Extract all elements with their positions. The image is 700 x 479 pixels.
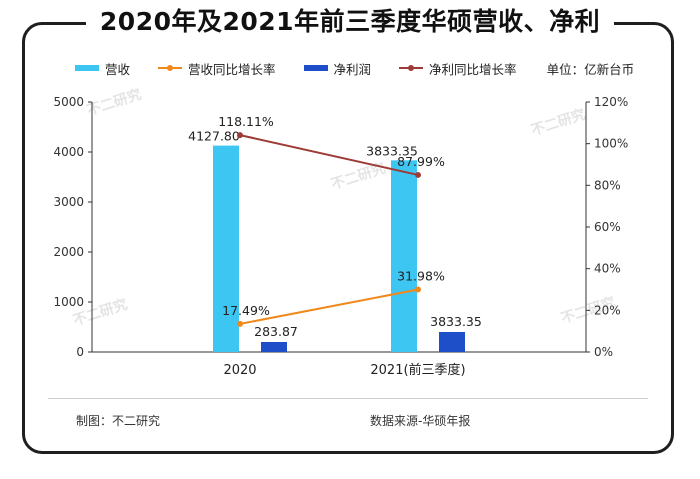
y-tick-label-left: 2000 (53, 245, 84, 259)
source-text: 数据来源-华硕年报 (370, 414, 471, 428)
y-tick-label-right: 0% (594, 345, 613, 359)
legend-item-revenue-growth: 营收同比增长率 (158, 59, 276, 78)
bar-revenue (391, 160, 417, 352)
unit-label: 单位：亿新台币 (546, 61, 635, 77)
data-label-net-profit-growth: 87.99% (397, 154, 445, 169)
y-tick-label-left: 5000 (53, 95, 84, 109)
footer-divider (48, 398, 648, 399)
x-tick-label: 2020 (223, 363, 256, 378)
legend-swatch-revenue-growth (158, 64, 183, 71)
y-tick-label-right: 60% (594, 220, 621, 234)
y-tick-label-left: 3000 (53, 195, 84, 209)
y-tick-label-right: 100% (594, 137, 628, 151)
line-net-profit-growth (239, 134, 419, 176)
data-label-net-profit-growth: 118.11% (218, 114, 274, 129)
y-tick-label-right: 40% (594, 262, 621, 276)
data-label-revenue: 4127.80 (188, 129, 240, 144)
x-tick-label: 2021(前三季度) (370, 362, 465, 378)
point-net-profit-growth (237, 132, 243, 139)
chart-frame (22, 22, 674, 454)
data-label-net-profit: 3833.35 (430, 314, 482, 329)
bar-net-profit (261, 342, 287, 352)
data-label-revenue: 3833.35 (366, 143, 418, 158)
chart-title: 2020年及2021年前三季度华硕营收、净利 (85, 0, 615, 44)
bar-net-profit (439, 332, 465, 352)
legend-swatch-revenue (75, 65, 99, 71)
legend-label-net-profit: 净利润 (333, 61, 372, 77)
legend: 营收 营收同比增长率 净利润 净利同比增长率 单位：亿新台币 (75, 58, 635, 78)
line-revenue-growth (239, 288, 419, 325)
credit-text: 制图：不二研究 (76, 414, 161, 428)
legend-swatch-net-profit-growth (399, 64, 424, 71)
data-label-net-profit: 283.87 (254, 324, 298, 339)
bar-revenue (213, 145, 239, 352)
legend-item-net-profit-growth: 净利同比增长率 (399, 59, 517, 78)
legend-label-revenue: 营收 (105, 61, 131, 77)
title-box: 2020年及2021年前三季度华硕营收、净利 (0, 0, 700, 44)
y-tick-label-left: 4000 (53, 145, 84, 159)
data-label-revenue-growth: 31.98% (397, 269, 445, 284)
combo-chart: 0 1000 2000 3000 4000 5000 0% 20% 40% 60% 80% 100% 1… (53, 95, 628, 378)
legend-label-revenue-growth: 营收同比增长率 (188, 61, 276, 77)
point-net-profit-growth (415, 171, 421, 178)
legend-item-net-profit: 净利润 (303, 59, 372, 78)
legend-label-net-profit-growth: 净利同比增长率 (429, 61, 517, 77)
y-tick-label-left: 0 (76, 345, 84, 359)
y-tick-label-right: 80% (594, 178, 621, 192)
point-revenue-growth (415, 286, 421, 293)
legend-item-revenue: 营收 (75, 59, 130, 78)
y-tick-label-right: 20% (594, 303, 621, 317)
data-label-revenue-growth: 17.49% (222, 303, 270, 318)
legend-swatch-net-profit (303, 65, 328, 71)
y-tick-label-right: 120% (594, 95, 628, 109)
y-tick-label-left: 1000 (53, 295, 84, 309)
point-revenue-growth (237, 320, 243, 327)
